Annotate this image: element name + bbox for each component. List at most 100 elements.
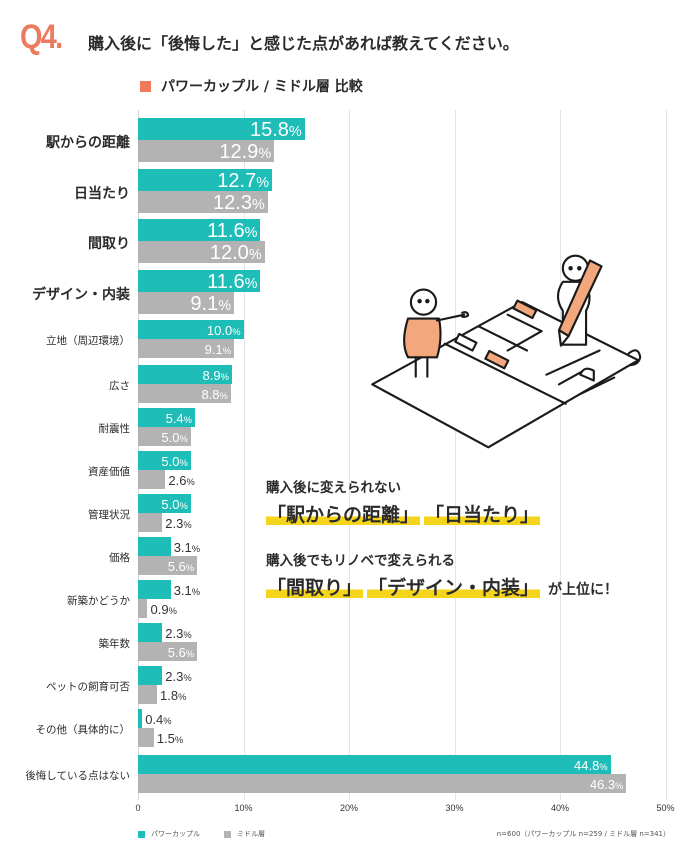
gridline [560, 110, 561, 800]
category-label: 後悔している点はない [25, 770, 130, 782]
category-label: 価格 [109, 552, 130, 564]
bar-middle [138, 685, 157, 704]
category-label: 駅からの距離 [46, 135, 130, 151]
bar-power-couple [138, 709, 143, 728]
value-label: 44.8% [574, 758, 608, 773]
callout-line1: 購入後に変えられない [266, 480, 401, 496]
chart-legend: パワーカップル ミドル層 [138, 829, 265, 839]
value-label: 2.6% [168, 473, 195, 488]
bar-power-couple [138, 118, 305, 140]
bar-middle [138, 339, 234, 358]
axis-tick-label: 0 [135, 803, 141, 813]
gridline [243, 110, 245, 800]
axis-tick-label: 10% [234, 803, 253, 813]
value-label: 12.0% [209, 242, 262, 264]
value-label: 11.6% [207, 271, 258, 293]
floorplan-illustration [371, 254, 642, 449]
value-label: 0.4% [145, 712, 172, 727]
question-number: Q4. [20, 18, 63, 56]
callout-box: 購入後に変えられない 「駅からの距離」 「日当たり」 購入後でもリノベで変えられ… [266, 476, 686, 600]
value-label: 15.8% [249, 119, 302, 141]
bar-middle [138, 599, 148, 618]
highlight-sunlight: 「日当たり」 [424, 500, 541, 527]
gridline [665, 110, 667, 800]
value-label: 5.0% [161, 430, 188, 445]
value-label: 2.3% [165, 516, 192, 531]
bar-power-couple [138, 451, 191, 470]
legend-label: ミドル層 [237, 830, 265, 838]
bar-middle [138, 556, 198, 575]
category-label: 日当たり [74, 186, 130, 202]
value-label: 8.9% [202, 368, 229, 383]
axis-tick-label: 50% [656, 803, 675, 813]
legend-swatch-teal-icon [138, 830, 145, 838]
legend-item-power-couple: パワーカップル [138, 829, 200, 839]
bar-middle [138, 642, 198, 661]
axis-tick-label: 30% [445, 803, 464, 813]
question-title: 購入後に「後悔した」と感じた点があれば教えてください。 [88, 34, 519, 53]
bar-power-couple [138, 169, 272, 191]
highlight-design-interior: 「デザイン・内装」 [367, 573, 541, 600]
category-label: その他（具体的に） [35, 724, 131, 736]
bar-middle [138, 384, 231, 403]
bar-power-couple [138, 408, 195, 427]
value-label: 1.5% [156, 731, 184, 746]
value-label: 11.6% [207, 220, 258, 242]
callout-tail: が上位に！ [548, 582, 619, 598]
legend-label: パワーカップル [151, 830, 200, 838]
bar-power-couple [138, 666, 163, 685]
callout-highlights-1: 「駅からの距離」 「日当たり」 [266, 500, 686, 527]
bar-power-couple [138, 270, 261, 292]
category-label: 耐震性 [98, 423, 131, 435]
gridline [349, 110, 350, 800]
category-label: 管理状況 [88, 509, 130, 521]
bar-power-couple [138, 219, 261, 241]
category-label: 新築かどうか [67, 595, 130, 607]
bar-middle [138, 140, 275, 162]
value-label: 10.0% [206, 323, 241, 338]
bar-middle [138, 191, 268, 213]
category-label: 築年数 [98, 638, 131, 650]
category-label: 立地（周辺環境） [46, 335, 130, 347]
value-label: 46.3% [589, 777, 624, 792]
value-label: 12.9% [219, 141, 272, 163]
value-label: 5.6% [167, 645, 195, 660]
legend-swatch-gray-icon [224, 830, 231, 838]
bar-middle [138, 513, 163, 532]
highlight-station-distance: 「駅からの距離」 [266, 500, 421, 527]
value-label: 9.1% [190, 293, 232, 315]
axis-tick-label: 20% [339, 803, 359, 813]
value-label: 5.4% [165, 411, 192, 426]
axis-tick-label: 40% [550, 803, 570, 813]
value-label: 1.8% [159, 688, 187, 703]
category-label: 広さ [109, 380, 130, 392]
legend-item-middle: ミドル層 [224, 829, 265, 839]
bar-middle [138, 427, 191, 446]
bar-power-couple [138, 320, 244, 339]
bar-power-couple [138, 755, 611, 774]
value-label: 12.7% [217, 170, 269, 192]
sample-size-note: n=600（パワーカップル n=259 / ミドル層 n=341） [496, 830, 670, 838]
bar-power-couple [138, 580, 171, 599]
value-label: 0.9% [150, 602, 177, 617]
bar-power-couple [138, 365, 232, 384]
gridline [454, 110, 456, 800]
bar-middle [138, 728, 154, 747]
bar-power-couple [138, 537, 171, 556]
value-label: 2.3% [165, 669, 192, 684]
value-label: 5.6% [167, 559, 195, 574]
bar-middle [138, 470, 166, 489]
category-label: ペットの飼育可否 [46, 681, 130, 693]
value-label: 3.1% [173, 540, 201, 555]
value-label: 8.8% [201, 387, 228, 402]
callout-line2: 購入後でもリノベで変えられる [266, 553, 455, 569]
category-label: デザイン・内装 [32, 287, 130, 303]
bar-middle [138, 774, 627, 793]
value-label: 3.1% [173, 583, 201, 598]
chart-subtitle: パワーカップル / ミドル層 比較 [140, 76, 363, 96]
value-label: 12.3% [213, 192, 265, 214]
bar-power-couple [138, 623, 163, 642]
category-label: 資産価値 [88, 466, 130, 478]
subtitle-text: パワーカップル / ミドル層 比較 [161, 79, 363, 95]
